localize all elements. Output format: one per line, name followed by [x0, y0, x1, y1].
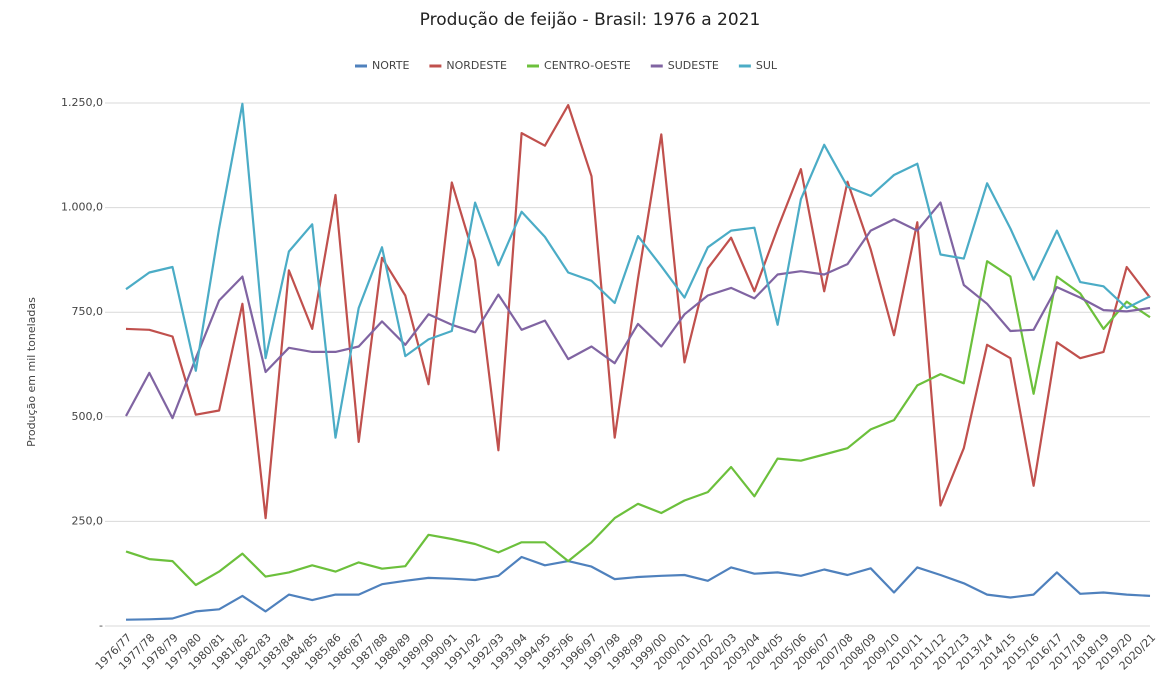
y-tick-label: 1.250,0 — [61, 96, 103, 109]
series-line — [125, 260, 1151, 587]
y-tick-label: 1.000,0 — [61, 201, 103, 214]
series-line — [125, 201, 1151, 420]
legend-label: CENTRO-OESTE — [544, 59, 631, 72]
y-tick-label: 750,0 — [72, 305, 104, 318]
y-tick-label: 500,0 — [72, 410, 104, 423]
y-tick-label: 250,0 — [72, 514, 104, 527]
chart-title: Produção de feijão - Brasil: 1976 a 2021 — [420, 10, 761, 30]
series-line — [125, 102, 1151, 439]
legend-label: SUL — [756, 59, 778, 72]
series-line — [125, 555, 1151, 621]
series-line — [125, 103, 1151, 520]
legend-label: SUDESTE — [668, 59, 719, 72]
y-axis-label: Produção em mil toneladas — [25, 297, 38, 447]
legend-label: NORDESTE — [446, 59, 507, 72]
y-tick-label: - — [99, 619, 103, 632]
legend-label: NORTE — [372, 59, 409, 72]
